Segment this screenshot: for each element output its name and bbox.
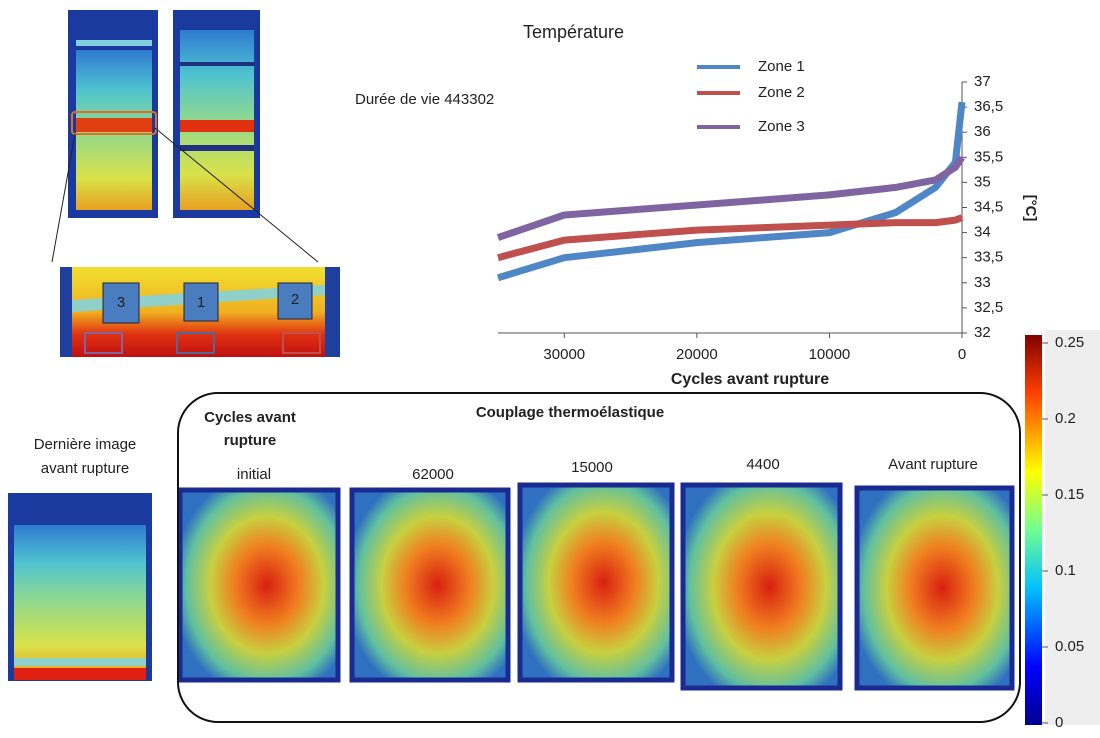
chart-title: Température (523, 22, 624, 42)
series-line (496, 155, 965, 241)
thermal-images (8, 10, 1100, 725)
y-tick-label: 35,5 (974, 148, 1003, 165)
colorbar-tick-label: 0.1 (1055, 562, 1076, 579)
y-tick-label: 37 (974, 73, 991, 90)
y-tick-label: 33 (974, 274, 991, 291)
colorbar-tick-label: 0.15 (1055, 486, 1084, 503)
legend-label: Zone 1 (758, 58, 805, 75)
zone-tag: 3 (117, 294, 125, 311)
y-tick-label: 36,5 (974, 98, 1003, 115)
x-tick-label: 0 (958, 346, 966, 363)
last-image-label: Dernière image (34, 436, 137, 453)
y-tick-label: 32 (974, 324, 991, 341)
y-tick-label: 35 (974, 173, 991, 190)
last-image-label: avant rupture (41, 460, 129, 477)
colorbar-tick-label: 0.2 (1055, 410, 1076, 427)
snapshot-label: 4400 (746, 456, 779, 473)
colorbar-tick-label: 0.25 (1055, 334, 1084, 351)
zone-tag: 1 (197, 294, 205, 311)
legend-label: Zone 3 (758, 118, 805, 135)
x-axis-label: Cycles avant rupture (671, 371, 829, 388)
colorbar-tick-label: 0.05 (1055, 638, 1084, 655)
y-tick-label: 33,5 (974, 249, 1003, 266)
cycles-heading: rupture (224, 432, 277, 449)
x-tick-label: 20000 (676, 346, 718, 363)
lifetime-label: Durée de vie 443302 (355, 91, 494, 108)
cycles-heading: Cycles avant (204, 409, 296, 426)
x-tick-label: 10000 (809, 346, 851, 363)
y-tick-label: 32,5 (974, 299, 1003, 316)
x-tick-label: 30000 (543, 346, 585, 363)
y-tick-label: 36 (974, 123, 991, 140)
snapshot-label: 15000 (571, 459, 613, 476)
snapshot-label: Avant rupture (888, 456, 978, 473)
y-tick-label: 34,5 (974, 198, 1003, 215)
zone-tag: 2 (291, 291, 299, 308)
snapshot-label: initial (237, 466, 271, 483)
snapshot-label: 62000 (412, 466, 454, 483)
legend-label: Zone 2 (758, 84, 805, 101)
y-axis-label: [°C] (1022, 195, 1039, 222)
panel-title: Couplage thermoélastique (476, 404, 664, 421)
series-line (497, 214, 964, 262)
y-tick-label: 34 (974, 224, 991, 241)
colorbar-tick-label: 0 (1055, 714, 1063, 731)
